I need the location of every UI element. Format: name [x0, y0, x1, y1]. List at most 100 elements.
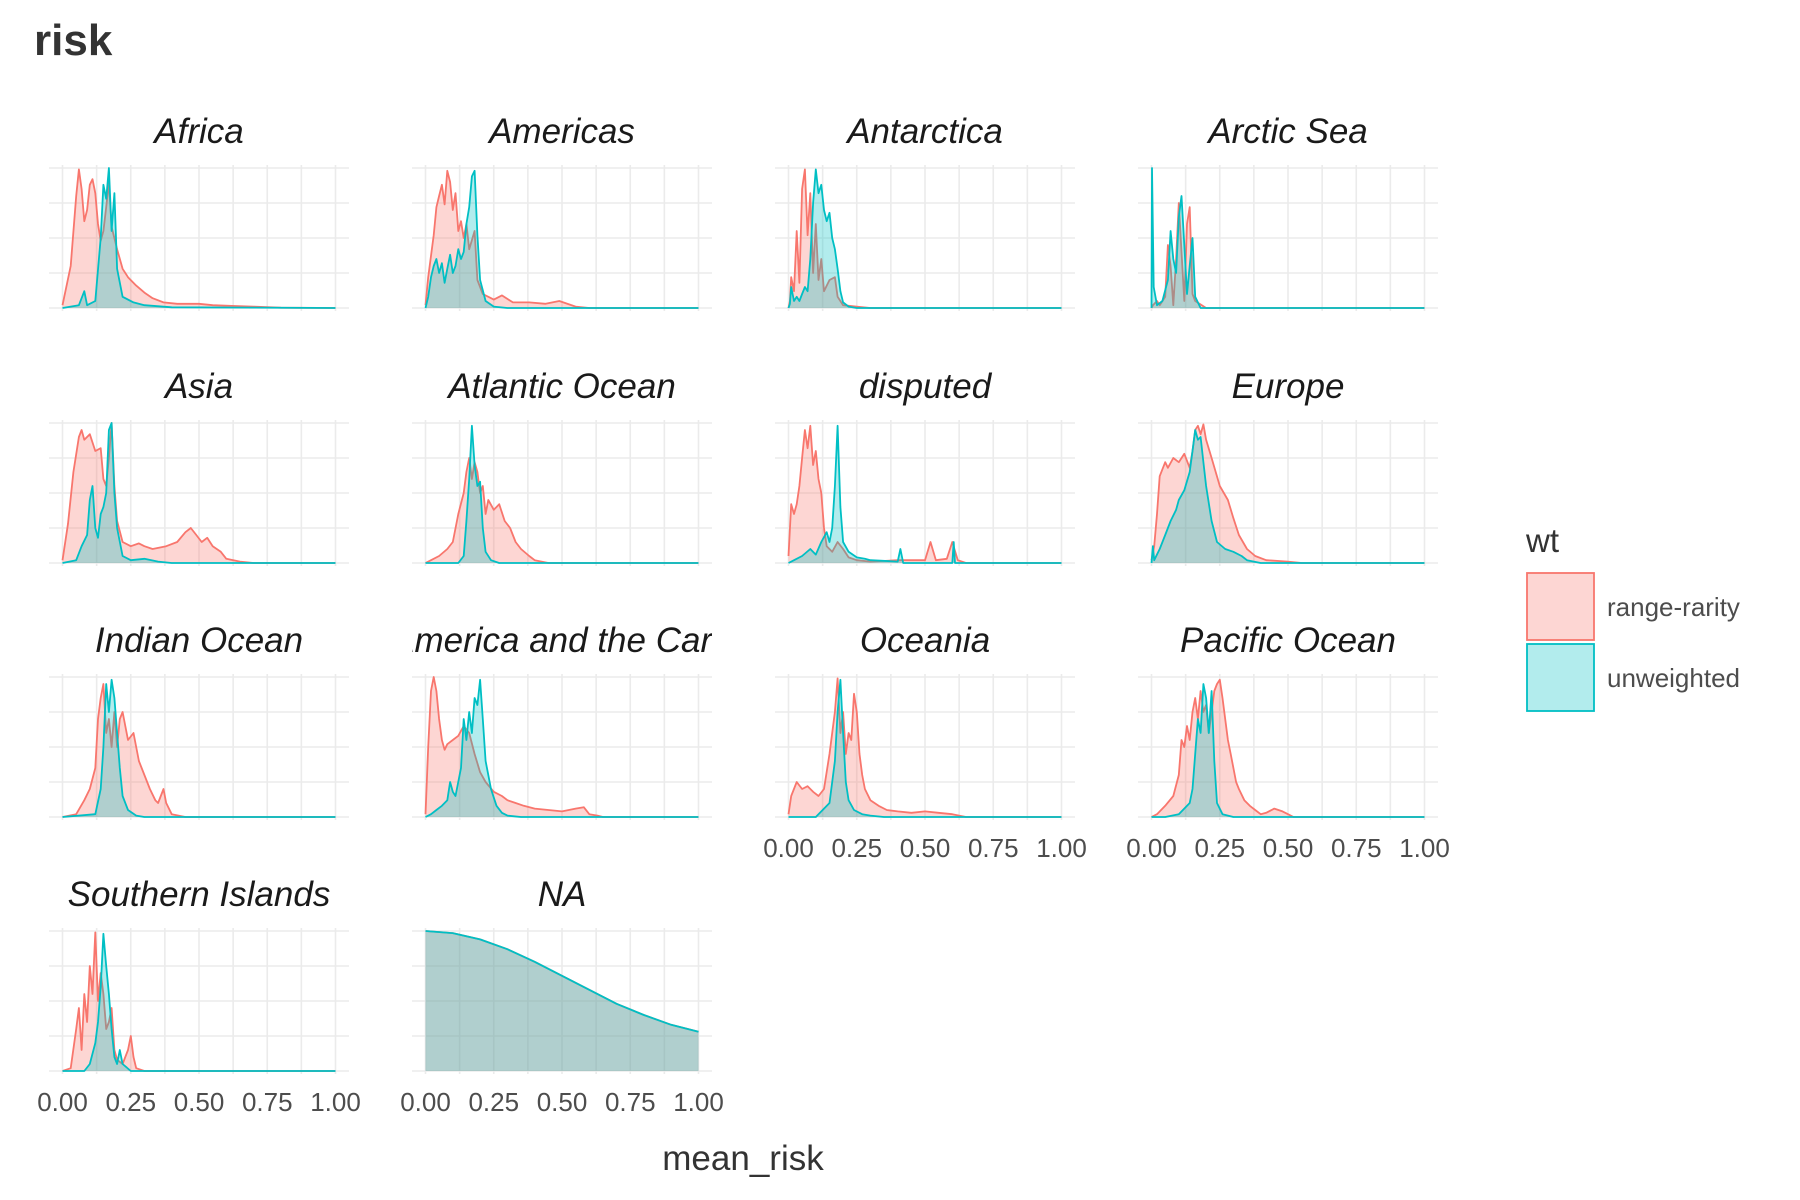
facet-label-latin-america-and-the-caribbean: Latin America and the Caribbean	[307, 621, 817, 660]
x-axis-title: mean_risk	[662, 1139, 824, 1178]
facet-label-pacific-ocean: Pacific Ocean	[1180, 621, 1396, 660]
density-line-unweighted	[62, 932, 336, 1072]
density-area-unweighted	[788, 169, 1062, 308]
facet-atlantic-ocean: Atlantic Ocean	[412, 367, 712, 566]
density-line-range-rarity	[424, 676, 699, 818]
density-line-unweighted	[1150, 167, 1425, 309]
density-line-range-rarity	[787, 168, 1062, 309]
density-line-unweighted	[788, 424, 1062, 564]
facet-americas: Americas	[412, 112, 712, 311]
x-tick-label: 0.00	[37, 1087, 88, 1117]
density-area-unweighted	[425, 931, 699, 1071]
density-area-range-rarity	[788, 169, 1062, 308]
facet-southern-islands: Southern Islands 0.00 0.25 0.50 0.75 1.00	[37, 875, 361, 1117]
x-tick-label: 0.75	[242, 1087, 293, 1117]
x-tick-label: 1.00	[310, 1087, 361, 1117]
density-line-unweighted	[425, 678, 699, 818]
legend-key-background	[1526, 643, 1595, 712]
x-tick-label: 0.00	[400, 1087, 451, 1117]
x-tick-label: 0.25	[1194, 833, 1245, 863]
density-area-range-rarity	[1151, 424, 1425, 563]
x-tick-label: 0.75	[968, 833, 1019, 863]
density-area-range-rarity	[1151, 679, 1425, 817]
density-area-range-rarity	[62, 684, 336, 817]
density-area-unweighted	[62, 423, 336, 563]
density-line-unweighted	[62, 167, 336, 309]
density-area-range-rarity	[425, 931, 699, 1071]
density-area-range-rarity	[425, 170, 699, 308]
legend: wt range-rarity unweighted	[1525, 522, 1740, 712]
facet-label-atlantic-ocean: Atlantic Ocean	[446, 367, 676, 406]
density-line-unweighted	[62, 422, 336, 564]
facet-disputed: disputed	[775, 367, 1075, 566]
legend-swatch	[1526, 572, 1595, 641]
facet-asia: Asia	[49, 367, 349, 566]
density-line-range-rarity	[1151, 678, 1425, 818]
legend-label: range-rarity	[1607, 592, 1740, 622]
density-area-range-rarity	[62, 169, 336, 308]
density-line-range-rarity	[1150, 423, 1425, 564]
density-area-range-rarity	[788, 425, 1062, 563]
density-line-range-rarity	[61, 422, 336, 564]
facet-africa: Africa	[49, 112, 349, 311]
facet-label-antarctica: Antarctica	[845, 112, 1003, 151]
legend-key-unweighted: unweighted	[1526, 643, 1740, 712]
density-line-range-rarity	[62, 683, 336, 818]
density-line-unweighted	[424, 169, 699, 309]
x-tick-label: 0.00	[763, 833, 814, 863]
facet-label-na: NA	[538, 875, 587, 914]
density-line-unweighted	[787, 168, 1062, 309]
facet-label-oceania: Oceania	[860, 621, 990, 660]
facet-label-europe: Europe	[1232, 367, 1345, 406]
density-area-unweighted	[1151, 430, 1425, 563]
x-tick-label: 0.25	[105, 1087, 156, 1117]
density-area-unweighted	[62, 679, 336, 817]
x-tick-label: 1.00	[673, 1087, 724, 1117]
facet-label-disputed: disputed	[859, 367, 993, 406]
legend-key-background	[1526, 572, 1595, 641]
facet-label-africa: Africa	[152, 112, 243, 151]
facet-antarctica: Antarctica	[775, 112, 1075, 311]
legend-swatch	[1526, 643, 1595, 712]
x-tick-label: 0.00	[1126, 833, 1177, 863]
density-area-unweighted	[425, 679, 699, 817]
density-line-range-rarity	[62, 931, 336, 1072]
density-line-unweighted	[1150, 429, 1425, 564]
facet-grid: Africa Americas Antarctica Arctic Sea Asia At…	[37, 112, 1450, 1117]
facet-arctic-sea: Arctic Sea	[1138, 112, 1438, 311]
x-tick-label: 1.00	[1399, 833, 1450, 863]
facet-pacific-ocean: Pacific Ocean 0.00 0.25 0.50 0.75 1.00	[1126, 621, 1450, 863]
density-line-range-rarity	[787, 677, 1062, 818]
density-line-range-rarity	[787, 424, 1062, 564]
x-tick-label: 0.25	[831, 833, 882, 863]
facet-indian-ocean: Indian Ocean	[49, 621, 349, 820]
legend-label: unweighted	[1607, 663, 1740, 693]
x-tick-label: 0.75	[1331, 833, 1382, 863]
x-tick-label: 0.50	[900, 833, 951, 863]
density-area-unweighted	[1151, 168, 1425, 308]
density-area-unweighted	[1151, 684, 1425, 817]
facet-latin-america-and-the-caribbean: Latin America and the Caribbean	[307, 621, 817, 820]
facet-label-americas: Americas	[487, 112, 635, 151]
facet-na: NA 0.00 0.25 0.50 0.75 1.00	[400, 875, 724, 1117]
x-tick-label: 0.75	[605, 1087, 656, 1117]
facet-label-indian-ocean: Indian Ocean	[95, 621, 303, 660]
x-tick-label: 0.25	[468, 1087, 519, 1117]
x-tick-label: 0.50	[1263, 833, 1314, 863]
density-line-unweighted	[1151, 683, 1425, 818]
density-line-unweighted	[425, 930, 699, 1033]
facet-europe: Europe	[1138, 367, 1438, 566]
facet-label-arctic-sea: Arctic Sea	[1206, 112, 1368, 151]
legend-title: wt	[1525, 522, 1559, 559]
chart-title: risk	[34, 16, 113, 65]
facet-label-asia: Asia	[163, 367, 233, 406]
density-area-range-rarity	[425, 458, 699, 563]
density-line-unweighted	[425, 424, 699, 564]
density-area-range-rarity	[425, 677, 699, 817]
density-line-unweighted	[788, 678, 1062, 818]
facet-label-southern-islands: Southern Islands	[68, 875, 331, 914]
legend-key-range-rarity: range-rarity	[1526, 572, 1740, 641]
legend-keys: range-rarity unweighted	[1526, 572, 1740, 712]
density-area-unweighted	[425, 170, 699, 308]
